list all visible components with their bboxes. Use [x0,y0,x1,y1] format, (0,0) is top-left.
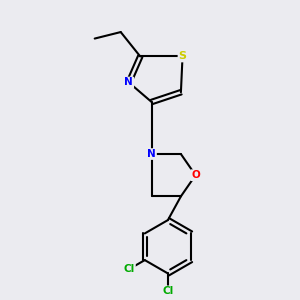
Text: N: N [147,149,156,159]
Text: N: N [124,77,133,88]
Text: O: O [191,170,200,180]
Text: S: S [178,52,187,61]
Text: Cl: Cl [162,286,173,296]
Text: Cl: Cl [124,264,135,274]
